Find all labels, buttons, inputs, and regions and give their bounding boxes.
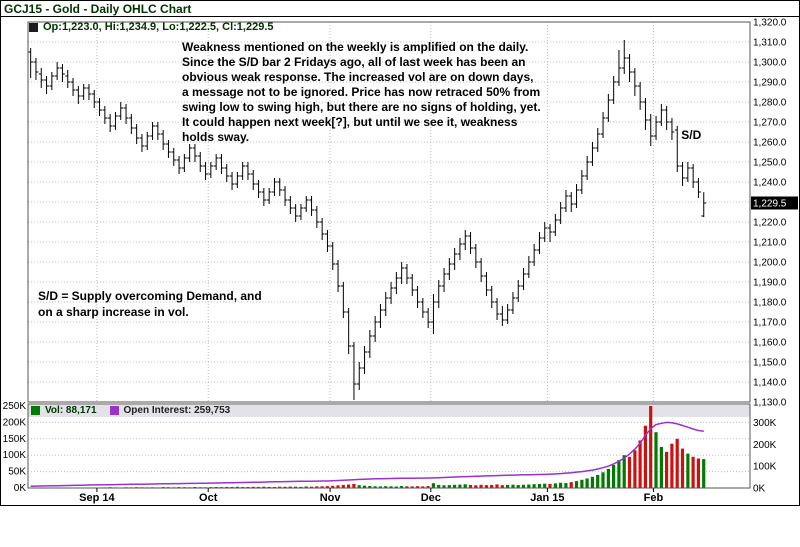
svg-text:1,300.0: 1,300.0: [753, 58, 787, 69]
open-interest-line: [30, 421, 704, 488]
svg-text:100K: 100K: [3, 450, 27, 461]
svg-text:1,229.5: 1,229.5: [753, 199, 787, 210]
svg-text:1,280.0: 1,280.0: [753, 98, 787, 109]
svg-text:1,150.0: 1,150.0: [753, 358, 787, 369]
ohlc-bars: [28, 40, 707, 400]
volume-value: Vol: 88,171: [45, 405, 97, 416]
ohlc-series-swatch-icon: [29, 22, 38, 32]
svg-text:1,290.0: 1,290.0: [753, 78, 787, 89]
svg-text:0K: 0K: [14, 483, 27, 494]
svg-text:50K: 50K: [8, 467, 26, 478]
chart-panels: [28, 22, 750, 488]
window-title: GCJ15 - Gold - Daily OHLC Chart: [0, 0, 800, 17]
svg-text:1,310.0: 1,310.0: [753, 38, 787, 49]
svg-text:1,210.0: 1,210.0: [753, 238, 787, 249]
volume-swatch-icon: [31, 406, 40, 415]
svg-text:Feb: Feb: [644, 492, 664, 504]
svg-text:1,240.0: 1,240.0: [753, 178, 787, 189]
svg-text:1,130.0: 1,130.0: [753, 398, 787, 409]
ohlc-values: Op:1,223.0, Hi:1,234.9, Lo:1,222.5, Cl:1…: [43, 21, 274, 33]
analyst-note: Weakness mentioned on the weekly is ampl…: [182, 40, 541, 144]
svg-text:250K: 250K: [3, 401, 27, 412]
svg-text:1,320.0: 1,320.0: [753, 18, 787, 29]
sd-label: S/D: [681, 128, 702, 142]
open-interest-swatch-icon: [109, 406, 119, 415]
svg-text:1,260.0: 1,260.0: [753, 138, 787, 149]
svg-text:1,190.0: 1,190.0: [753, 278, 787, 289]
price-axis-labels: 1,130.0 1,140.0 1,150.0 1,160.0 1,170.0 1,180…: [753, 18, 787, 409]
svg-text:Oct: Oct: [199, 492, 218, 504]
panel-borders: [27, 21, 751, 489]
svg-text:1,250.0: 1,250.0: [753, 158, 787, 169]
svg-text:1,170.0: 1,170.0: [753, 318, 787, 329]
svg-text:200K: 200K: [753, 440, 777, 451]
oi-axis-labels: 0K 100K 200K 300K: [753, 418, 777, 495]
svg-text:1,160.0: 1,160.0: [753, 338, 787, 349]
svg-text:1,220.0: 1,220.0: [753, 218, 787, 229]
svg-text:Jan 15: Jan 15: [530, 492, 564, 504]
svg-text:Dec: Dec: [421, 492, 441, 504]
svg-text:Nov: Nov: [320, 492, 342, 504]
svg-text:Sep 14: Sep 14: [79, 492, 115, 504]
svg-text:150K: 150K: [3, 434, 27, 445]
month-axis-labels: Sep 14 Oct Nov Dec Jan 15 Feb: [79, 488, 663, 504]
svg-text:1,140.0: 1,140.0: [753, 378, 787, 389]
svg-text:1,180.0: 1,180.0: [753, 298, 787, 309]
svg-text:300K: 300K: [753, 418, 777, 429]
ohlc-header: Op:1,223.0, Hi:1,234.9, Lo:1,222.5, Cl:1…: [29, 21, 274, 33]
svg-text:100K: 100K: [753, 462, 777, 473]
svg-text:1,270.0: 1,270.0: [753, 118, 787, 129]
svg-text:0K: 0K: [753, 484, 766, 495]
volume-legend: Vol: 88,171 Open Interest: 259,753: [31, 405, 230, 416]
open-interest-value: Open Interest: 259,753: [123, 405, 231, 416]
svg-text:1,200.0: 1,200.0: [753, 258, 787, 269]
last-price-tag: 1,229.5: [751, 196, 798, 210]
volume-axis-labels: 0K 50K 100K 150K 200K 250K: [3, 401, 27, 494]
svg-text:200K: 200K: [3, 417, 27, 428]
sd-definition-note: S/D = Supply overcoming Demand, and on a…: [38, 289, 262, 319]
